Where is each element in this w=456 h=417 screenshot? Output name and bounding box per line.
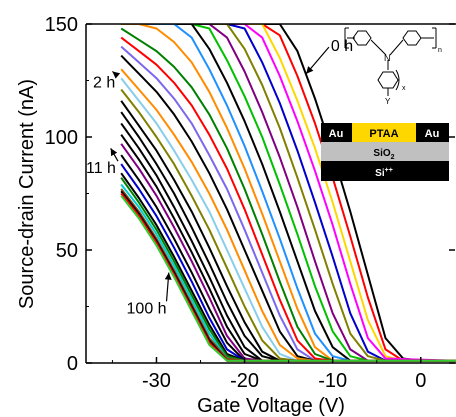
series-line-24 bbox=[120, 154, 456, 362]
series-line-23 bbox=[120, 143, 456, 362]
ticks-group: -30 -20 -10 0 0 50 100 150 bbox=[45, 14, 455, 392]
series-line-25 bbox=[120, 163, 456, 362]
series-line-14 bbox=[120, 45, 456, 362]
y-tick-label: 150 bbox=[45, 14, 78, 36]
annotation-arrowhead-1 bbox=[306, 66, 314, 74]
annotation-arrowhead-3 bbox=[110, 148, 118, 157]
ptaa-block bbox=[352, 123, 416, 142]
x-tick-label: 0 bbox=[415, 370, 426, 392]
series-line-22 bbox=[120, 134, 456, 362]
series-line-32 bbox=[120, 195, 456, 362]
molecule-n-atom: N bbox=[384, 53, 391, 63]
series-line-9 bbox=[121, 24, 456, 362]
series-line-3 bbox=[121, 24, 456, 362]
series-group bbox=[120, 24, 456, 362]
series-line-10 bbox=[121, 24, 456, 362]
ptaa-label: PTAA bbox=[369, 128, 398, 140]
si-main: Si bbox=[375, 168, 385, 179]
annotation-label-1: 0 h bbox=[331, 38, 353, 55]
annotation-arrowhead-2 bbox=[112, 71, 121, 79]
x-tick-label: -20 bbox=[230, 370, 259, 392]
series-line-16 bbox=[120, 68, 456, 362]
phenyl-ring-right bbox=[402, 30, 422, 46]
series-line-20 bbox=[120, 111, 456, 362]
si-sup: ++ bbox=[385, 167, 393, 174]
series-line-4 bbox=[121, 24, 456, 362]
au-right-block bbox=[416, 123, 449, 142]
series-line-8 bbox=[121, 24, 456, 362]
series-line-19 bbox=[120, 100, 456, 362]
device-inset: Au PTAA Au SiO2 Si++ bbox=[321, 123, 449, 181]
annotations-group: 0 h 2 h 11 h 100 h bbox=[86, 38, 353, 317]
au-right-label: Au bbox=[425, 128, 440, 140]
y-axis-title: Source-drain Current (nA) bbox=[16, 79, 38, 309]
series-line-21 bbox=[120, 122, 456, 362]
y-tick-label: 100 bbox=[45, 127, 78, 149]
sio2-sub: 2 bbox=[391, 154, 395, 161]
series-line-5 bbox=[121, 24, 456, 362]
series-line-13 bbox=[120, 36, 456, 362]
x-axis-title: Gate Voltage (V) bbox=[197, 395, 345, 417]
molecule-inset bbox=[344, 27, 437, 96]
y-tick-label: 0 bbox=[67, 353, 78, 375]
molecule-y-label: Y bbox=[385, 97, 391, 106]
si-layer bbox=[321, 161, 449, 181]
molecule-n-label: n bbox=[438, 47, 442, 54]
phenyl-ring-bottom bbox=[377, 71, 399, 89]
series-line-6 bbox=[121, 24, 456, 362]
y-tick-label: 50 bbox=[56, 240, 78, 262]
series-line-17 bbox=[120, 77, 456, 362]
series-line-31 bbox=[120, 192, 456, 362]
series-line-11 bbox=[121, 24, 456, 362]
au-left-label: Au bbox=[329, 128, 344, 140]
au-left-block bbox=[321, 123, 352, 142]
sio2-main: SiO bbox=[373, 148, 390, 159]
sio2-layer bbox=[321, 142, 449, 161]
series-line-1 bbox=[121, 24, 456, 362]
annotation-label-3: 11 h bbox=[86, 160, 116, 177]
phenyl-ring-left bbox=[352, 30, 372, 46]
x-tick-label: -30 bbox=[142, 370, 171, 392]
series-line-30 bbox=[120, 190, 456, 362]
x-tick-label: -10 bbox=[318, 370, 347, 392]
series-line-2 bbox=[121, 24, 456, 362]
annotation-label-4: 100 h bbox=[127, 300, 167, 317]
series-line-12 bbox=[120, 27, 456, 362]
annotation-label-2: 2 h bbox=[93, 74, 115, 91]
sio2-label: SiO2 bbox=[373, 148, 394, 161]
series-line-7 bbox=[121, 24, 456, 362]
series-line-15 bbox=[120, 54, 456, 362]
series-line-18 bbox=[120, 88, 456, 362]
si-label: Si++ bbox=[375, 167, 393, 179]
annotation-arrowhead-4 bbox=[164, 272, 172, 280]
molecule-x-label: x bbox=[402, 85, 406, 92]
